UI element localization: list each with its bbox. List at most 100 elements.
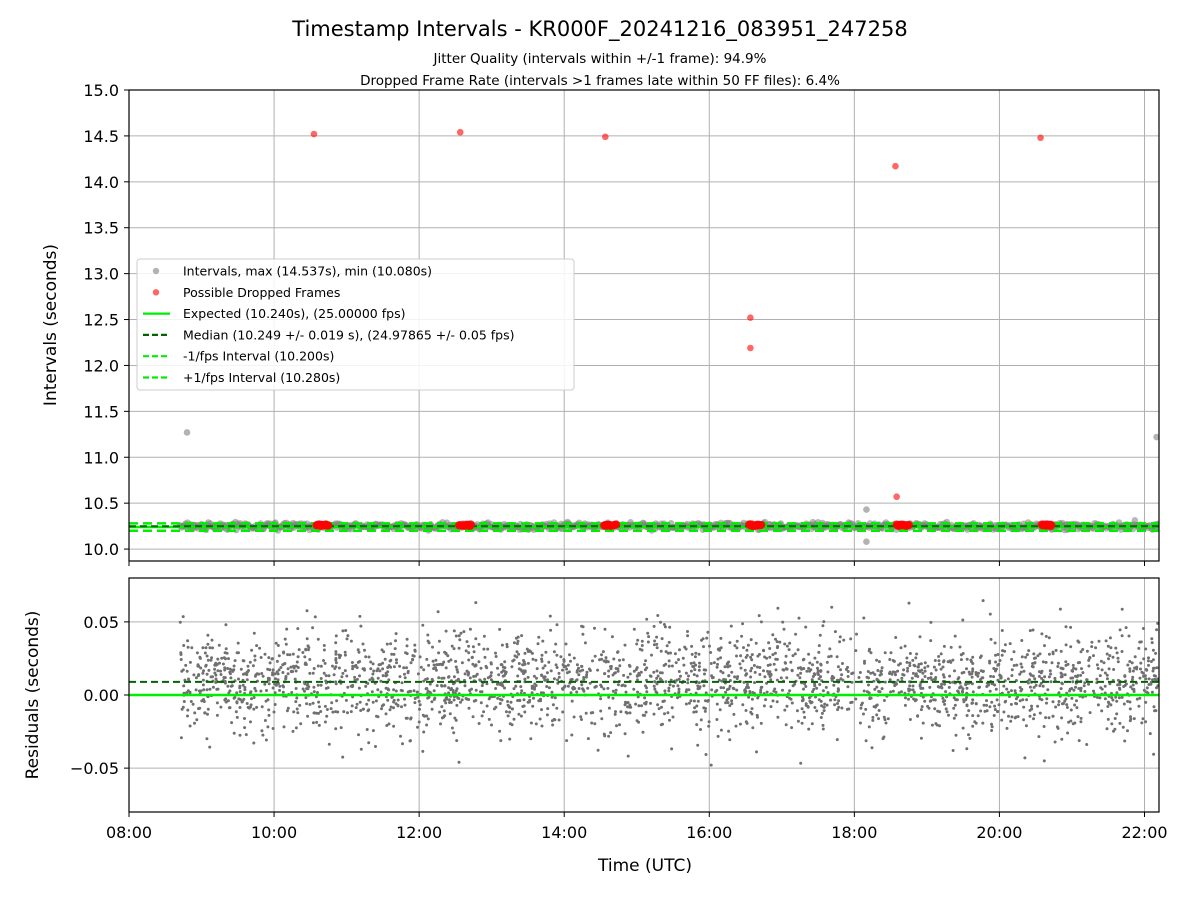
- residual-point: [716, 657, 720, 661]
- residual-point: [867, 725, 871, 729]
- residual-point: [1030, 689, 1034, 693]
- residual-point: [514, 684, 518, 688]
- residual-point: [253, 686, 257, 690]
- residual-point: [401, 742, 404, 746]
- residual-point: [599, 709, 603, 713]
- residual-point: [1103, 684, 1107, 688]
- residual-point: [281, 671, 285, 674]
- residual-point: [422, 668, 426, 672]
- residual-point: [485, 682, 489, 686]
- residual-point: [1150, 641, 1154, 645]
- residual-point: [325, 714, 329, 718]
- residual-point: [989, 674, 993, 678]
- residual-point: [604, 660, 608, 664]
- residual-point: [211, 646, 214, 650]
- residual-point: [190, 646, 194, 650]
- residual-point: [926, 704, 930, 708]
- residual-point: [263, 682, 267, 686]
- residual-point: [942, 659, 946, 663]
- residual-point: [339, 726, 343, 730]
- residual-point: [735, 639, 739, 643]
- residual-point: [334, 661, 338, 665]
- residual-point: [531, 684, 535, 688]
- residual-point: [696, 699, 700, 703]
- residual-point: [1131, 683, 1135, 687]
- residual-point: [659, 620, 662, 624]
- residual-point: [918, 635, 922, 639]
- residual-point: [227, 706, 231, 710]
- residual-point: [1005, 687, 1009, 691]
- residual-point: [529, 721, 533, 725]
- residual-point: [526, 675, 530, 679]
- residual-point: [908, 661, 912, 665]
- residual-point: [311, 671, 315, 675]
- residual-point: [488, 675, 492, 679]
- residual-point: [553, 718, 557, 722]
- residual-point: [875, 685, 879, 689]
- residual-point: [457, 634, 461, 638]
- residual-point: [1085, 649, 1089, 653]
- residual-point: [645, 617, 649, 621]
- residual-point: [447, 659, 451, 663]
- residual-point: [361, 707, 365, 711]
- residual-point: [601, 650, 605, 654]
- residual-point: [357, 650, 361, 654]
- residual-point: [890, 672, 894, 676]
- residual-point: [434, 668, 438, 672]
- residual-point: [339, 654, 343, 657]
- residual-point: [1028, 708, 1032, 712]
- residual-point: [444, 666, 448, 670]
- residual-point: [450, 644, 454, 648]
- residual-point: [425, 657, 429, 661]
- residual-point: [900, 676, 904, 680]
- residual-point: [692, 673, 696, 677]
- residual-point: [741, 703, 745, 707]
- residual-point: [657, 707, 661, 711]
- residual-point: [1059, 649, 1063, 653]
- residual-point: [750, 666, 754, 670]
- residual-point: [665, 644, 669, 648]
- residual-point: [267, 682, 271, 686]
- residual-point: [384, 671, 388, 675]
- residual-point: [753, 681, 756, 685]
- residual-point: [974, 702, 978, 705]
- residual-point: [286, 706, 290, 710]
- residual-point: [978, 656, 982, 659]
- residual-point: [942, 675, 946, 679]
- residual-point: [915, 652, 919, 656]
- residual-point: [1155, 628, 1159, 632]
- residual-point: [904, 696, 907, 700]
- residual-point: [603, 627, 607, 631]
- residual-point: [659, 649, 663, 653]
- residual-point: [437, 651, 441, 655]
- residual-point: [503, 686, 506, 690]
- residual-point: [1000, 718, 1004, 722]
- residual-point: [1106, 644, 1110, 648]
- residual-point: [1025, 698, 1029, 702]
- residual-point: [362, 667, 366, 671]
- residual-point: [367, 741, 371, 745]
- residual-point: [1081, 695, 1085, 699]
- residual-point: [754, 641, 758, 645]
- residual-point: [510, 665, 514, 669]
- residual-point: [569, 691, 573, 695]
- residual-point: [768, 670, 772, 674]
- residual-point: [994, 668, 998, 672]
- residual-point: [521, 705, 525, 708]
- residual-point: [566, 663, 570, 667]
- residual-point: [376, 688, 380, 692]
- residual-point: [285, 709, 289, 713]
- residual-point: [706, 630, 710, 634]
- residual-point: [1115, 651, 1119, 655]
- residual-point: [749, 675, 753, 679]
- residual-point: [389, 658, 393, 662]
- residual-point: [610, 635, 614, 639]
- residual-point: [989, 637, 993, 641]
- residual-point: [1100, 687, 1104, 691]
- residual-point: [773, 651, 777, 655]
- residual-point: [728, 641, 732, 645]
- residual-point: [670, 747, 674, 751]
- residual-point: [322, 671, 326, 675]
- residual-point: [735, 654, 738, 658]
- residual-point: [1095, 677, 1099, 681]
